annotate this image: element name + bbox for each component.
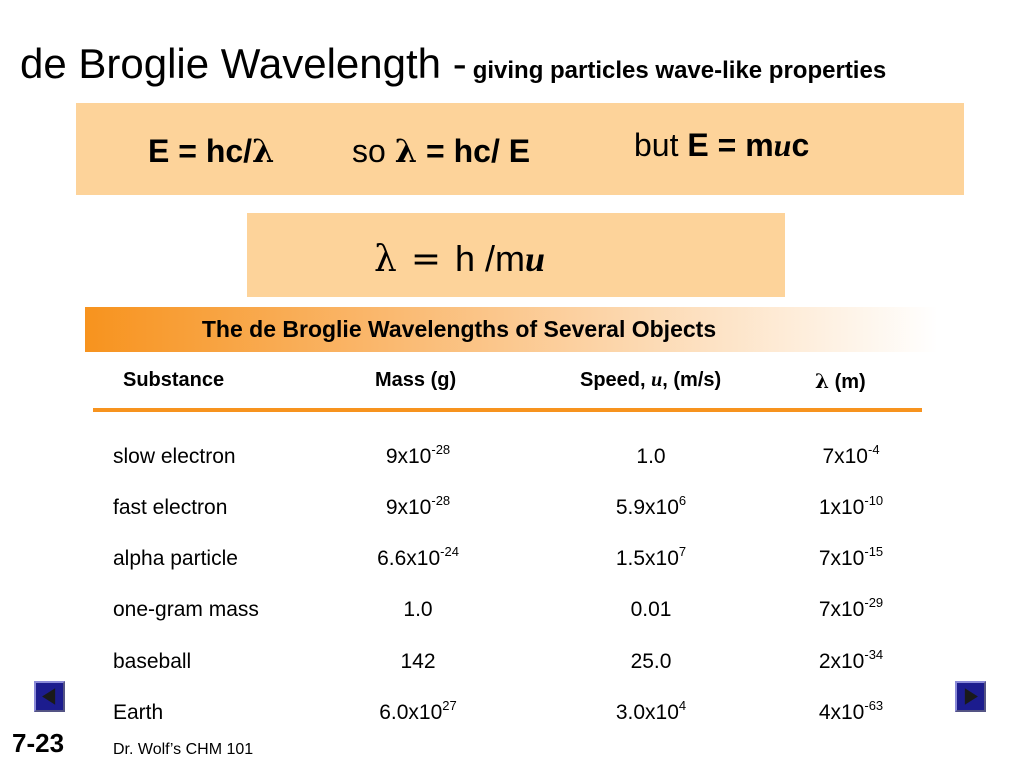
course-credit: Dr. Wolf’s CHM 101	[113, 741, 254, 758]
wavelength-value: 7x10	[818, 547, 865, 570]
row-wavelength: 2x10-34	[818, 647, 884, 674]
row-speed: 3.0x104	[615, 698, 687, 725]
row-speed: 1.5x107	[615, 544, 687, 571]
speed-exponent: 4	[678, 698, 687, 713]
column-header-substance: Substance	[123, 369, 225, 391]
row-name: slow electron	[113, 445, 236, 468]
row-wavelength: 1x10-10	[818, 493, 884, 520]
speed-symbol-u: u	[773, 127, 792, 163]
so-word: so	[352, 133, 386, 169]
slide-number: 7-23	[12, 728, 65, 758]
eq2-rest: = hc/ E	[426, 133, 531, 169]
speed-exponent: 6	[678, 493, 687, 508]
row-mass: 142	[400, 650, 435, 674]
lambda-header-suffix: (m)	[834, 371, 866, 393]
wavelength-exponent: -15	[864, 544, 884, 559]
row-speed: 25.0	[631, 650, 672, 674]
title-main: de Broglie Wavelength -	[20, 40, 467, 87]
wavelength-value: 2x10	[818, 650, 865, 673]
next-slide-button[interactable]	[955, 681, 986, 712]
lambda-symbol: λ	[394, 132, 418, 170]
formula-rhs: h /m	[455, 238, 526, 279]
row-mass: 9x10-28	[385, 493, 451, 520]
row-mass: 9x10-28	[385, 442, 451, 469]
formula-box	[247, 213, 785, 297]
mass-value: 6.0x10	[379, 701, 443, 724]
speed-value: 1.0	[636, 445, 666, 468]
mass-exponent: -28	[431, 493, 451, 508]
speed-value: 0.01	[630, 598, 672, 621]
wavelength-exponent: -63	[864, 698, 884, 713]
eq3-right: c	[791, 127, 810, 163]
speed-header-prefix: Speed,	[580, 369, 646, 391]
column-header-mass: Mass (g)	[375, 369, 457, 391]
equation-wavelength-solved: so λ = hc/ E	[352, 132, 530, 170]
speed-value: 25.0	[630, 650, 672, 673]
triangle-left-icon	[42, 688, 56, 705]
row-wavelength: 7x10-4	[822, 442, 880, 469]
equals-sign: =	[410, 239, 441, 280]
table-title: The de Broglie Wavelengths of Several Ob…	[201, 316, 717, 342]
eq3-left: E = m	[687, 127, 774, 163]
mass-value: 1.0	[403, 598, 433, 621]
lambda-symbol: λ	[815, 369, 830, 393]
row-name: one-gram mass	[113, 598, 259, 621]
speed-value: 3.0x10	[615, 701, 679, 724]
mass-value: 6.6x10	[377, 547, 441, 570]
de-broglie-formula: λ = h /mu	[374, 238, 545, 280]
eq1-text: E = hc/	[148, 133, 253, 169]
wavelength-exponent: -29	[864, 595, 884, 610]
speed-value: 1.5x10	[615, 547, 679, 570]
mass-value: 142	[400, 650, 436, 673]
row-name: alpha particle	[113, 547, 238, 570]
row-speed: 0.01	[631, 598, 672, 622]
wavelength-exponent: -4	[867, 442, 880, 457]
but-word: but	[634, 127, 679, 163]
speed-header-suffix: , (m/s)	[662, 369, 722, 391]
speed-symbol-u: u	[525, 239, 546, 279]
wavelength-exponent: -10	[864, 493, 884, 508]
speed-symbol-u: u	[651, 369, 663, 391]
column-header-wavelength: λ (m)	[815, 369, 866, 394]
wavelength-value: 4x10	[818, 701, 865, 724]
mass-exponent: -28	[431, 442, 451, 457]
mass-value: 9x10	[385, 496, 432, 519]
column-header-speed: Speed, u, (m/s)	[580, 369, 721, 392]
row-name: Earth	[113, 701, 164, 724]
equation-energy-momentum: but E = muc	[634, 127, 809, 164]
lambda-symbol: λ	[374, 239, 397, 280]
wavelength-value: 1x10	[818, 496, 865, 519]
speed-exponent: 7	[678, 544, 687, 559]
table-title-banner	[85, 307, 938, 352]
row-mass: 6.0x1027	[379, 698, 457, 725]
row-wavelength: 7x10-29	[818, 595, 884, 622]
previous-slide-button[interactable]	[34, 681, 65, 712]
slide-title: de Broglie Wavelength - giving particles …	[20, 40, 886, 88]
row-mass: 6.6x10-24	[377, 544, 459, 571]
wavelength-value: 7x10	[822, 445, 868, 468]
mass-value: 9x10	[385, 445, 432, 468]
row-wavelength: 7x10-15	[818, 544, 884, 571]
lambda-symbol: λ	[252, 132, 275, 170]
row-speed: 5.9x106	[615, 493, 687, 520]
wavelength-value: 7x10	[818, 598, 865, 621]
header-divider	[93, 408, 922, 412]
speed-value: 5.9x10	[615, 496, 679, 519]
equation-energy-wavelength: E = hc/λ	[148, 132, 274, 170]
row-mass: 1.0	[403, 598, 432, 622]
mass-exponent: -24	[440, 544, 459, 559]
row-wavelength: 4x10-63	[818, 698, 884, 725]
row-speed: 1.0	[636, 445, 665, 469]
wavelength-exponent: -34	[864, 647, 884, 662]
equation-box	[76, 103, 964, 195]
triangle-right-icon	[964, 688, 978, 705]
mass-exponent: 27	[442, 698, 457, 713]
title-subtitle: giving particles wave-like properties	[472, 57, 887, 84]
row-name: baseball	[113, 650, 192, 673]
row-name: fast electron	[113, 496, 228, 519]
